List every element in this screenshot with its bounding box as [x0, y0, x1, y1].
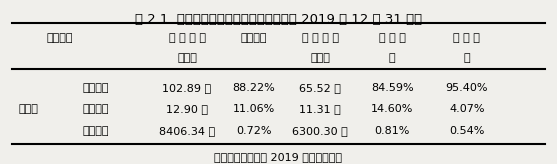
Text: 4.07%: 4.07%	[449, 104, 485, 114]
Text: 0.72%: 0.72%	[236, 126, 271, 136]
Text: 营 业 成 本: 营 业 成 本	[301, 33, 339, 43]
Text: 营 业 收 入: 营 业 收 入	[169, 33, 206, 43]
Text: 例: 例	[463, 53, 470, 63]
Text: 95.40%: 95.40%	[446, 82, 488, 92]
Text: （元）: （元）	[177, 53, 197, 63]
Text: 8406.34 万: 8406.34 万	[159, 126, 215, 136]
Text: 11.31 亿: 11.31 亿	[299, 104, 341, 114]
Text: 收入比例: 收入比例	[240, 33, 267, 43]
Text: 6300.30 万: 6300.30 万	[292, 126, 348, 136]
Text: 0.81%: 0.81%	[374, 126, 410, 136]
Text: 医药批发: 医药批发	[82, 104, 109, 114]
Text: 84.59%: 84.59%	[371, 82, 413, 92]
Text: 102.89 亿: 102.89 亿	[163, 82, 212, 92]
Text: （数据来源：公司 2019 年年度报告）: （数据来源：公司 2019 年年度报告）	[214, 152, 343, 162]
Text: 业务名称: 业务名称	[46, 33, 73, 43]
Text: 成 本 比: 成 本 比	[379, 33, 405, 43]
Text: 利 润 比: 利 润 比	[453, 33, 480, 43]
Text: （元）: （元）	[310, 53, 330, 63]
Text: 14.60%: 14.60%	[371, 104, 413, 114]
Text: 0.54%: 0.54%	[449, 126, 485, 136]
Text: 65.52 亿: 65.52 亿	[299, 82, 341, 92]
Text: 88.22%: 88.22%	[232, 82, 275, 92]
Text: 医药零售: 医药零售	[82, 82, 109, 92]
Text: 表 2.1  老百姓大药房主营业务收入（截止 2019 年 12 月 31 日）: 表 2.1 老百姓大药房主营业务收入（截止 2019 年 12 月 31 日）	[135, 13, 422, 26]
Text: 按行业: 按行业	[18, 104, 38, 114]
Text: 医药制造: 医药制造	[82, 126, 109, 136]
Text: 11.06%: 11.06%	[232, 104, 275, 114]
Text: 例: 例	[389, 53, 395, 63]
Text: 12.90 亿: 12.90 亿	[166, 104, 208, 114]
